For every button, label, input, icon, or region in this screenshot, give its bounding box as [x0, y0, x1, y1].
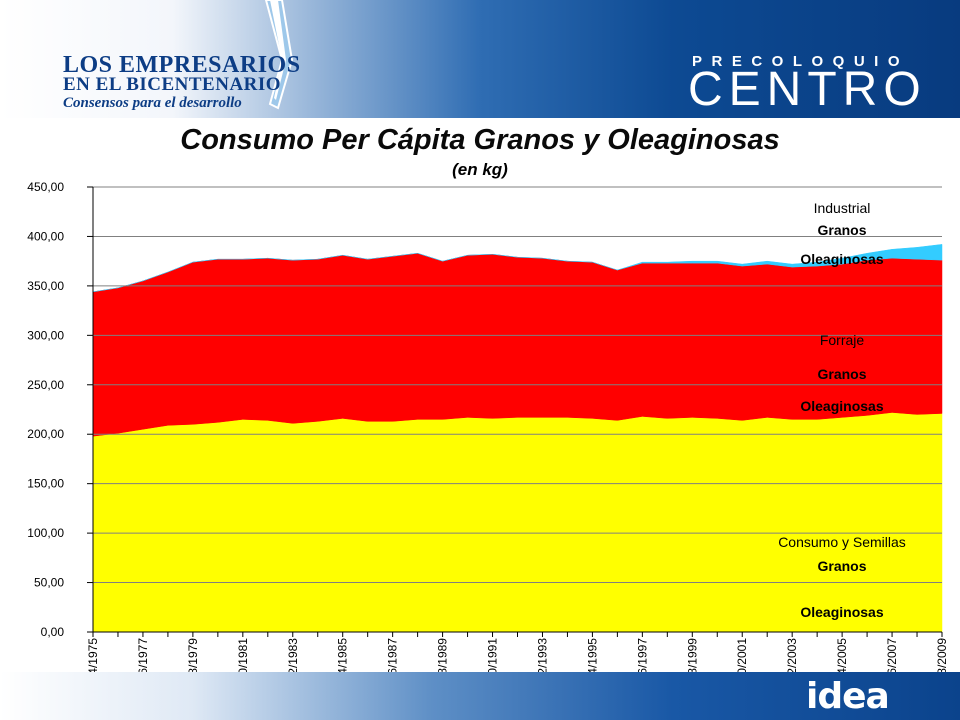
annotation-line: Granos	[817, 222, 866, 238]
brand-tagline: Consensos para el desarrollo	[63, 95, 242, 111]
annotation-line: Granos	[817, 366, 866, 382]
annotation-line: Oleaginosas	[800, 251, 883, 267]
annotation-line: Granos	[817, 558, 866, 574]
brand-line-1: LOS EMPRESARIOS	[63, 52, 301, 78]
y-tick-label: 50,00	[34, 576, 64, 590]
y-tick-label: 200,00	[27, 427, 64, 441]
annotation-group-label: Industrial	[814, 200, 871, 216]
idea-logo: idea	[806, 676, 890, 717]
y-tick-label: 250,00	[27, 378, 64, 392]
series-area-3	[92, 244, 943, 293]
y-tick-label: 150,00	[27, 477, 64, 491]
ribbon-logo	[264, 0, 294, 110]
y-tick-label: 400,00	[27, 229, 64, 243]
annotation-group-label: Consumo y Semillas	[778, 534, 906, 550]
annotation-line: Oleaginosas	[800, 604, 883, 620]
series-area-1	[92, 412, 943, 633]
event-top-label: PRECOLOQUIO	[692, 53, 910, 70]
annotation-line: Oleaginosas	[800, 398, 883, 414]
chart-subtitle: (en kg)	[452, 160, 508, 179]
header-banner: LOS EMPRESARIOS EN EL BICENTENARIO Conse…	[0, 0, 960, 118]
brand-line-2: EN EL BICENTENARIO	[63, 74, 282, 95]
event-main-label: CENTRO	[688, 63, 927, 116]
annotation-group-label: Forraje	[820, 332, 865, 348]
y-tick-label: 450,00	[27, 180, 64, 194]
y-tick-label: 350,00	[27, 279, 64, 293]
chart-title: Consumo Per Cápita Granos y Oleaginosas	[180, 124, 780, 156]
y-tick-label: 100,00	[27, 526, 64, 540]
y-tick-label: 0,00	[41, 625, 65, 639]
y-tick-label: 300,00	[27, 328, 64, 342]
footer-banner	[0, 672, 960, 720]
